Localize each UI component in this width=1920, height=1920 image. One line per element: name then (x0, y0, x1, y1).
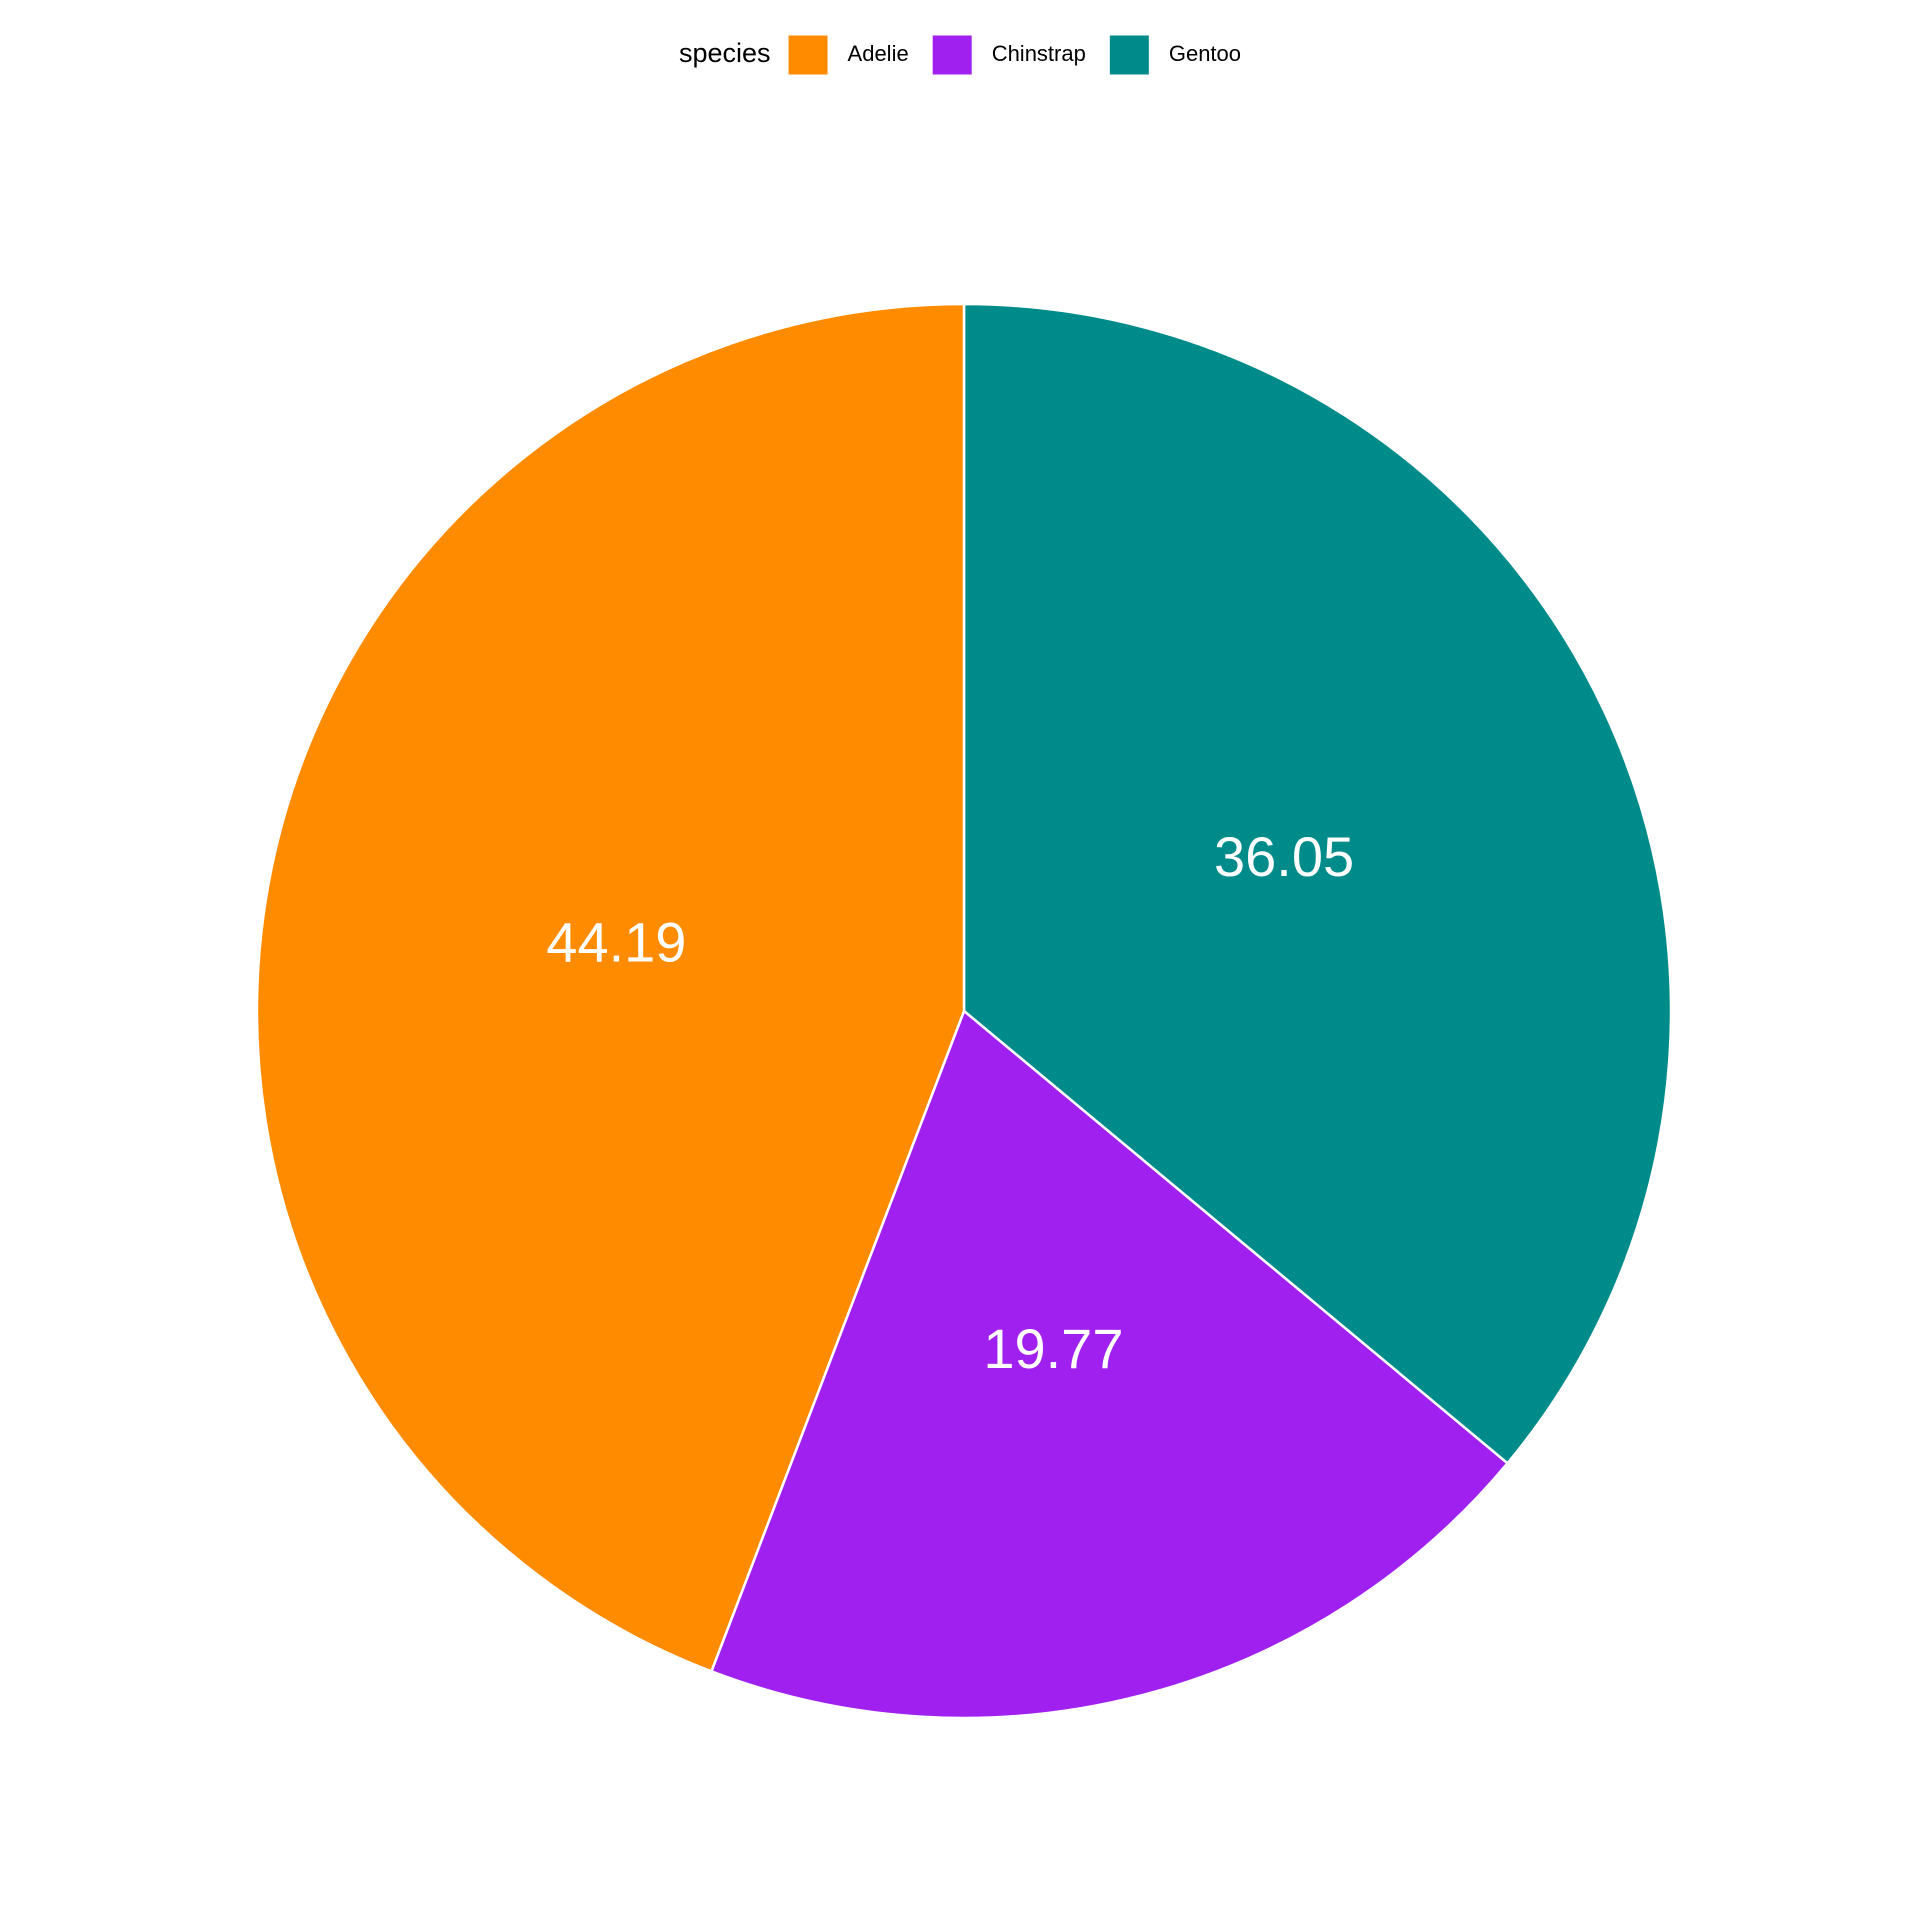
slice-label: 19.77 (983, 1317, 1123, 1380)
legend-label: Chinstrap (992, 41, 1086, 66)
legend-title: species (679, 38, 771, 68)
slice-label: 36.05 (1214, 825, 1354, 888)
legend-label: Adelie (848, 41, 909, 66)
slice-label: 44.19 (546, 911, 686, 974)
legend-label: Gentoo (1169, 41, 1241, 66)
pie-slice (255, 302, 966, 1673)
legend-key (1109, 35, 1149, 75)
pie-slice (709, 1008, 1510, 1720)
legend-key (788, 35, 828, 75)
legend-key (932, 35, 972, 75)
pie-slice (962, 302, 1673, 1466)
